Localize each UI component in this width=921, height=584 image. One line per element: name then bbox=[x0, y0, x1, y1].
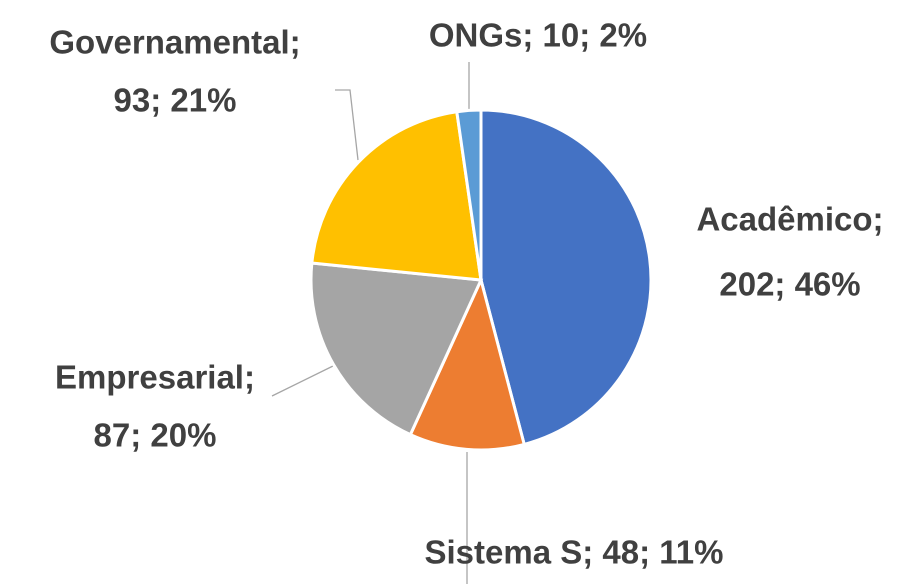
data-label: Sistema S; 48; 11% bbox=[425, 534, 724, 571]
pie-slice bbox=[309, 261, 484, 437]
leader-line bbox=[271, 365, 334, 397]
data-label: 93; 21% bbox=[114, 82, 237, 119]
pie-slice bbox=[310, 110, 483, 282]
pie-slice bbox=[479, 108, 653, 447]
data-label: ONGs; 10; 2% bbox=[429, 17, 647, 54]
leader-line bbox=[335, 89, 359, 161]
data-label: Empresarial; bbox=[55, 359, 255, 396]
data-label: 202; 46% bbox=[719, 266, 860, 303]
data-label: 87; 20% bbox=[94, 417, 217, 454]
pie-slice bbox=[455, 108, 483, 281]
data-label: Governamental; bbox=[49, 24, 300, 61]
data-label: Acadêmico; bbox=[696, 201, 883, 238]
pie-slice bbox=[408, 275, 527, 452]
